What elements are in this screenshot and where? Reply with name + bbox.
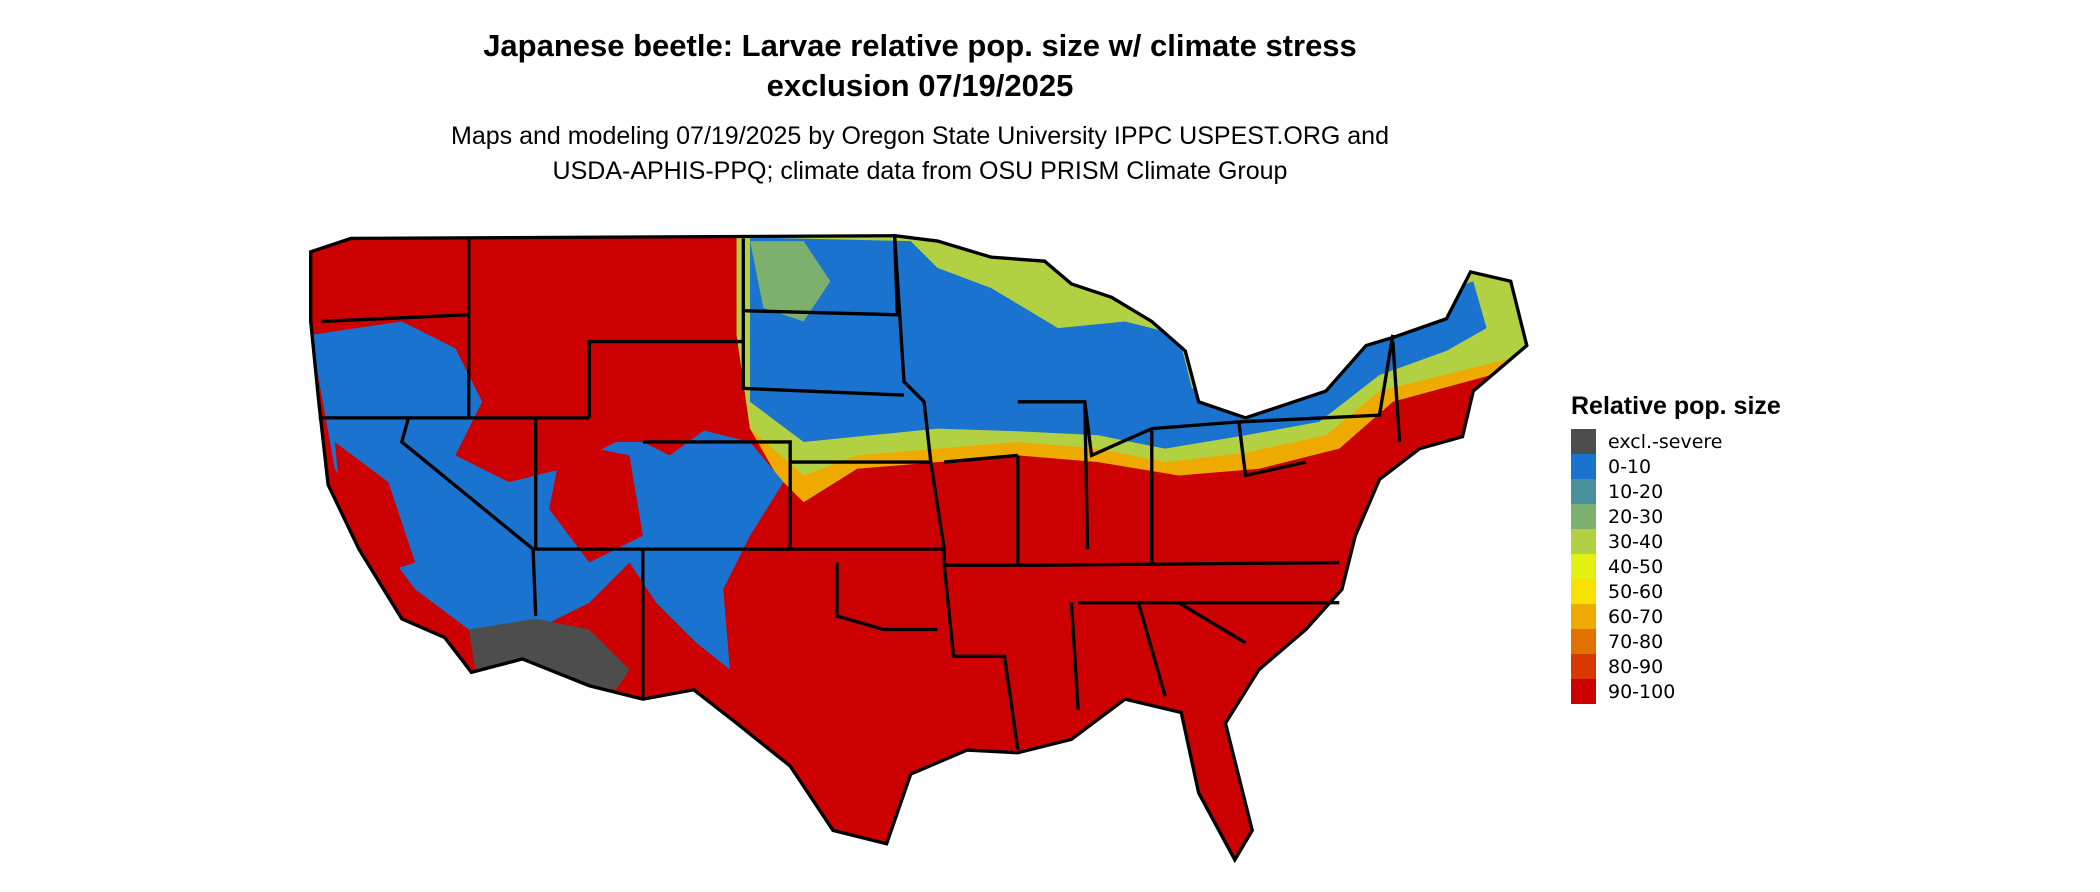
legend-swatch (1571, 504, 1596, 529)
map-title-line-1: Japanese beetle: Larvae relative pop. si… (483, 28, 1357, 63)
legend-swatch (1571, 429, 1596, 454)
legend-label: 80-90 (1608, 655, 1664, 678)
legend-item: 50-60 (1571, 579, 1781, 604)
legend-swatch (1571, 529, 1596, 554)
legend: Relative pop. size excl.-severe 0-10 10-20… (1571, 392, 1781, 704)
legend-item: 80-90 (1571, 654, 1781, 679)
legend-item: 70-80 (1571, 629, 1781, 654)
state-lines-west (318, 238, 905, 700)
legend-swatch (1571, 654, 1596, 679)
legend-swatch (1571, 629, 1596, 654)
region-0-10-north (310, 235, 1487, 449)
region-90-100-west-patch-5 (549, 441, 643, 563)
legend-swatch (1571, 679, 1596, 704)
legend-item: 40-50 (1571, 554, 1781, 579)
state-lines-east (1016, 334, 1402, 710)
legend-label: 40-50 (1608, 555, 1664, 578)
legend-swatch (1571, 454, 1596, 479)
region-90-100-west-patch-1 (508, 254, 603, 376)
map-subtitle-line-2: USDA-APHIS-PPQ; climate data from OSU PR… (552, 157, 1288, 185)
map-subtitle-line-1: Maps and modeling 07/19/2025 by Oregon S… (451, 122, 1389, 150)
legend-label: excl.-severe (1608, 430, 1723, 453)
legend-label: 20-30 (1608, 505, 1664, 528)
legend-label: 50-60 (1608, 580, 1664, 603)
legend-swatch (1571, 579, 1596, 604)
legend-label: 70-80 (1608, 630, 1664, 653)
region-90-100-west-patch-3 (321, 241, 442, 322)
region-0-10-west (310, 321, 784, 670)
state-boundaries (309, 234, 1529, 862)
legend-item: 20-30 (1571, 504, 1781, 529)
legend-title: Relative pop. size (1571, 392, 1781, 420)
legend-label: 0-10 (1608, 455, 1652, 478)
legend-item: 60-70 (1571, 604, 1781, 629)
region-90-100-west-patch-4 (334, 441, 416, 576)
legend-swatch (1571, 479, 1596, 504)
legend-item: 10-20 (1571, 479, 1781, 504)
legend-item: 90-100 (1571, 679, 1781, 704)
state-lines-central (743, 235, 1038, 751)
legend-item: 30-40 (1571, 529, 1781, 554)
legend-items: excl.-severe 0-10 10-20 20-30 30-40 40-50 50-6… (1571, 429, 1781, 704)
legend-label: 60-70 (1608, 605, 1664, 628)
legend-swatch (1571, 554, 1596, 579)
region-excl-severe-arizona (468, 618, 630, 690)
region-90-100-west-patch-2 (602, 341, 744, 456)
legend-swatch (1571, 604, 1596, 629)
legend-label: 10-20 (1608, 480, 1664, 503)
legend-item: excl.-severe (1571, 429, 1781, 454)
region-20-30-north (750, 241, 831, 322)
legend-item: 0-10 (1571, 454, 1781, 479)
legend-label: 90-100 (1608, 680, 1676, 703)
map-title-line-2: exclusion 07/19/2025 (766, 68, 1074, 103)
legend-label: 30-40 (1608, 530, 1664, 553)
